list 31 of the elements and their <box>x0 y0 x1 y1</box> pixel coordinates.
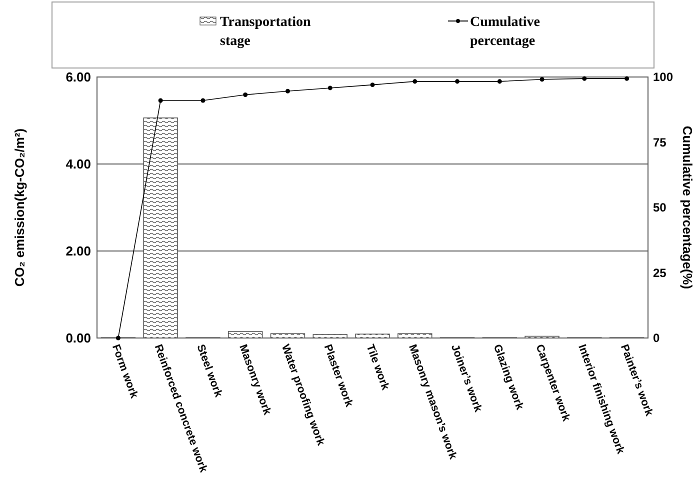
point <box>624 76 630 81</box>
point <box>285 88 290 94</box>
y2-axis-title: Cumulative percentage(%) <box>680 126 694 290</box>
point <box>540 77 544 82</box>
point <box>582 76 587 81</box>
x-tick-label: Glazing work <box>490 342 526 412</box>
y2-tick-label: 100 <box>653 70 674 84</box>
legend-label: Transportation stage <box>220 15 311 49</box>
point <box>200 98 206 103</box>
y-tick-label: 2.00 <box>66 244 91 259</box>
point <box>158 98 163 103</box>
point <box>243 92 248 97</box>
y2-tick-label: 75 <box>653 135 667 150</box>
legend-label: Cumulative percentage <box>470 15 540 49</box>
point <box>412 79 418 84</box>
y2-tick-label: 0 <box>653 331 660 346</box>
y2-tick-label: 25 <box>653 266 667 280</box>
point <box>497 79 502 84</box>
y2-tick-label: 50 <box>653 200 667 215</box>
y-tick-label: 0.00 <box>66 330 91 346</box>
point <box>116 336 120 340</box>
y-tick-label: 4.00 <box>66 156 91 172</box>
point <box>455 79 460 84</box>
point <box>370 82 375 88</box>
x-tick-label: Steel work <box>194 342 225 400</box>
point <box>328 86 332 90</box>
x-tick-label: Plaster work <box>321 342 356 410</box>
y-tick-label: 6.00 <box>66 70 91 85</box>
x-tick-label: Tile work <box>364 342 392 392</box>
y-axis-title: CO₂ emission(kg-CO₂/m²) <box>12 128 27 287</box>
x-tick-label: Form work <box>109 342 140 401</box>
